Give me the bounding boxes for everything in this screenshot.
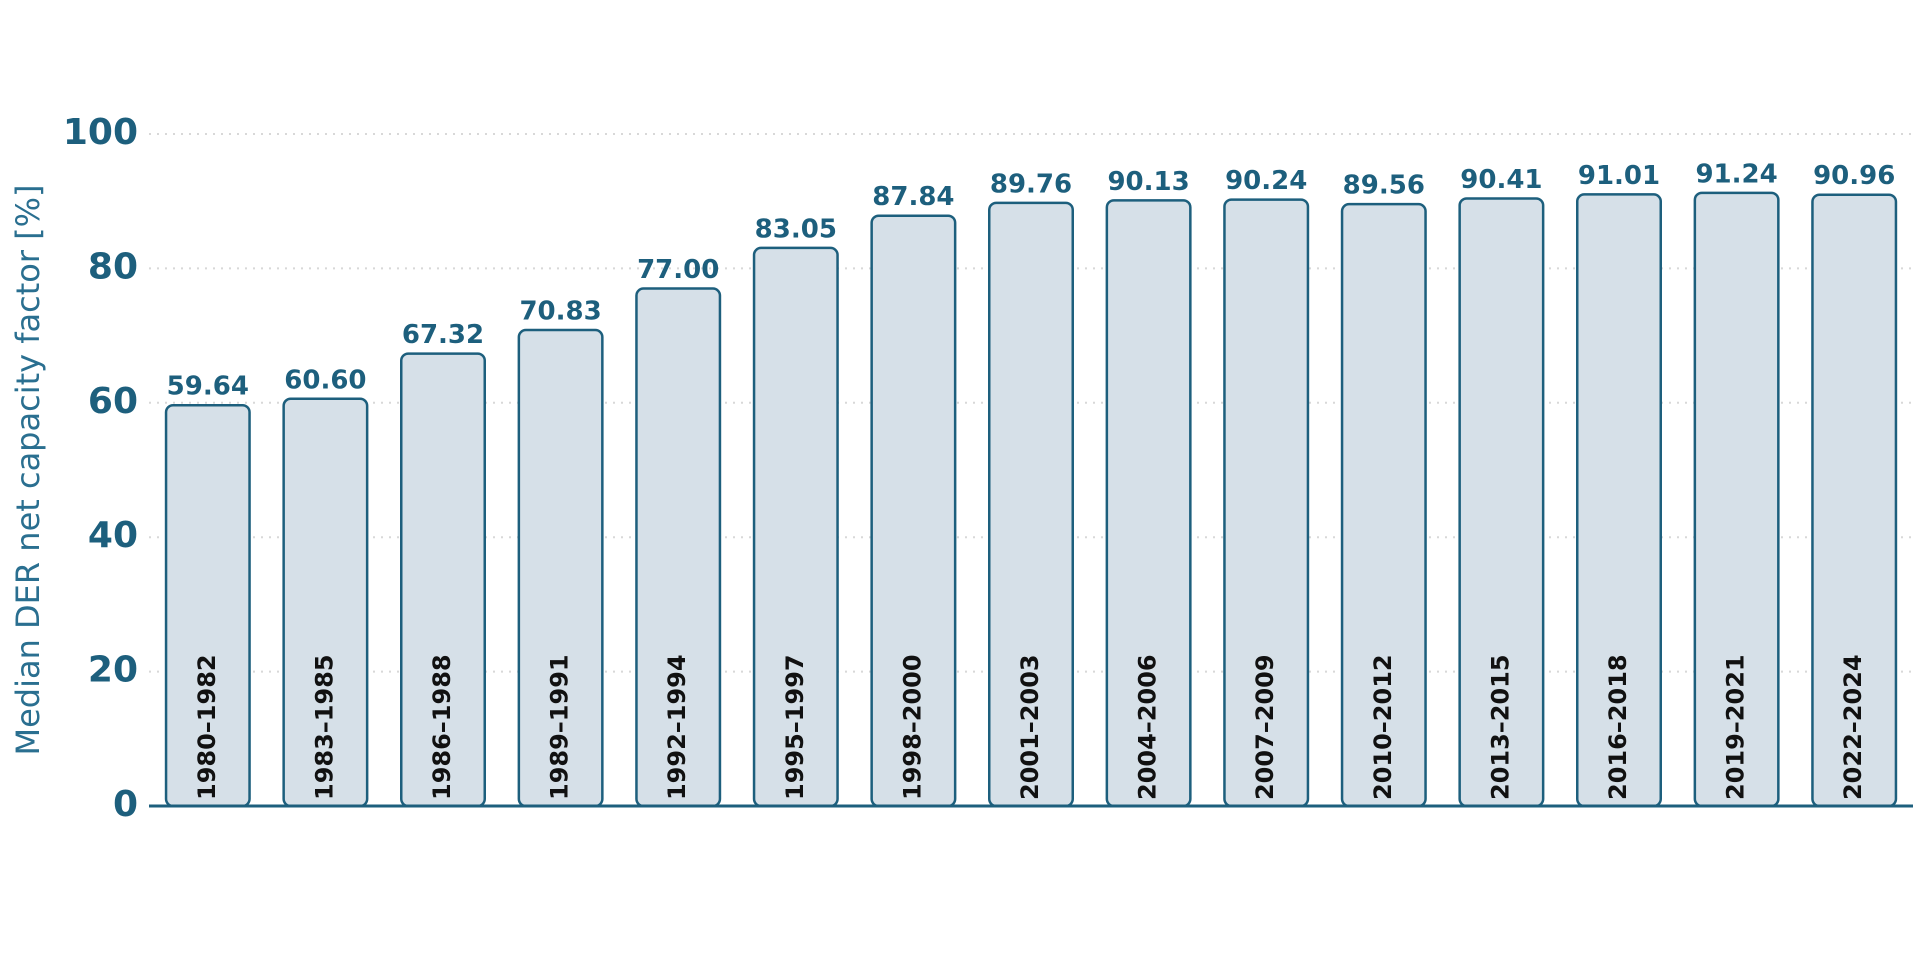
category-label: 1998–2000 [898, 654, 926, 800]
value-label: 87.84 [872, 182, 954, 212]
category-label: 1992–1994 [663, 654, 691, 800]
category-label: 2001–2003 [1016, 654, 1044, 800]
category-label: 1980–1982 [193, 654, 221, 800]
y-tick-label: 100 [63, 112, 138, 153]
value-label: 90.13 [1107, 167, 1189, 197]
value-label: 90.96 [1813, 161, 1895, 191]
category-label: 2010–2012 [1369, 654, 1397, 800]
y-tick-label: 40 [88, 515, 138, 556]
y-axis-label: Median DER net capacity factor [%] [9, 184, 47, 755]
category-label: 2022–2024 [1839, 654, 1867, 800]
y-tick-label: 0 [113, 784, 138, 825]
value-label: 91.01 [1578, 161, 1660, 191]
category-label: 1995–1997 [781, 654, 809, 800]
value-label: 90.24 [1225, 166, 1307, 196]
value-label: 91.24 [1695, 159, 1777, 189]
value-label: 90.41 [1460, 165, 1542, 195]
category-label: 2004–2006 [1134, 654, 1162, 800]
y-tick-label: 20 [88, 650, 138, 691]
value-label: 89.76 [990, 169, 1072, 199]
category-label: 1986–1988 [428, 654, 456, 800]
category-label: 2019–2021 [1722, 654, 1750, 800]
value-label: 89.56 [1343, 171, 1425, 201]
category-label: 2013–2015 [1486, 654, 1514, 800]
y-tick-label: 60 [88, 381, 138, 422]
category-label: 1983–1985 [310, 654, 338, 800]
value-label: 67.32 [402, 320, 484, 350]
y-tick-label: 80 [88, 246, 138, 287]
value-label: 59.64 [167, 372, 249, 402]
value-label: 83.05 [755, 214, 837, 244]
category-label: 2016–2018 [1604, 654, 1632, 800]
value-label: 60.60 [284, 365, 366, 395]
category-label: 1989–1991 [546, 654, 574, 800]
value-label: 70.83 [519, 297, 601, 327]
category-label: 2007–2009 [1251, 654, 1279, 800]
value-label: 77.00 [637, 255, 719, 285]
